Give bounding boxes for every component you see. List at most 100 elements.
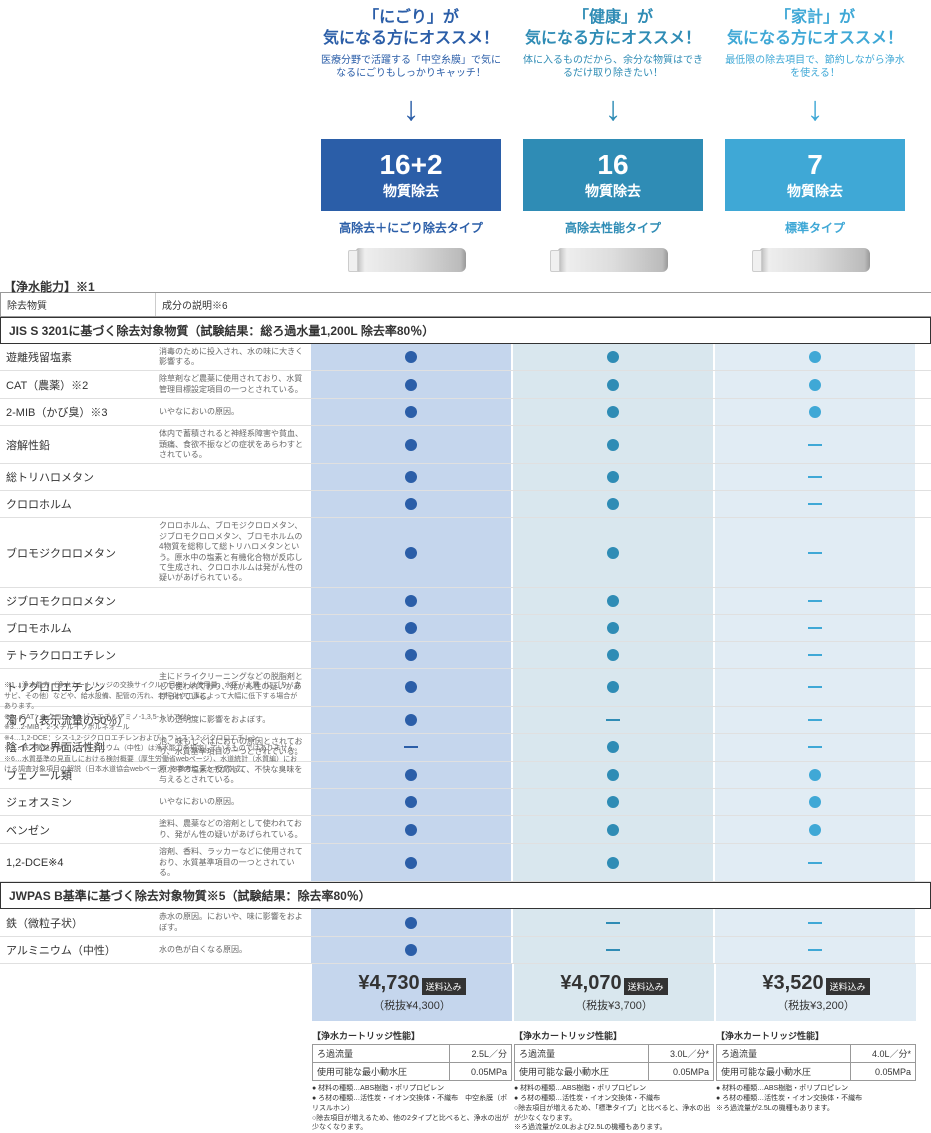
table-cell xyxy=(311,707,511,733)
table-cell xyxy=(513,762,713,789)
table-row: ブロモホルム xyxy=(0,615,931,642)
dash-icon xyxy=(808,476,822,478)
spec-pressure-value: 0.05MPa xyxy=(850,1063,915,1081)
row-description xyxy=(155,588,310,614)
row-label: ジブロモクロロメタン xyxy=(0,588,155,614)
table-cell xyxy=(715,426,915,463)
price-cell-1: ¥4,070送料込み（税抜¥3,700） xyxy=(514,964,714,1021)
spec-column-1: 【浄水カートリッジ性能】 ろ過流量3.0L／分* 使用可能な最小動水圧0.05M… xyxy=(514,1029,714,1133)
dot-icon xyxy=(405,498,417,510)
table-cell xyxy=(513,371,713,398)
spec-title: 【浄水カートリッジ性能】 xyxy=(716,1029,916,1042)
price-subtitle: （税抜¥3,700） xyxy=(518,997,710,1013)
price: ¥4,730 xyxy=(358,972,419,994)
table-cell xyxy=(311,816,511,843)
price-tag: 送料込み xyxy=(422,978,466,995)
header-subtitle: 医療分野で活躍する「中空糸膜」で気になるにごりもしっかりキャッチ！ xyxy=(321,54,501,80)
header-row: 「にごり」が気になる方にオススメ！ 医療分野で活躍する「中空糸膜」で気になるにご… xyxy=(0,0,931,288)
dash-icon xyxy=(606,719,620,721)
badge-number: 16+2 xyxy=(321,149,501,181)
cartridge-image xyxy=(558,248,668,272)
table-row: 1,2-DCE※4溶剤、香料、ラッカーなどに使用されており、水質基準項目の一つと… xyxy=(0,844,931,882)
dot-icon xyxy=(405,379,417,391)
dash-icon xyxy=(808,654,822,656)
table-cell xyxy=(715,642,915,668)
dot-icon xyxy=(607,547,619,559)
footnote: ※2…CAT：2-クロロ-4,6-ビスエチルアミノ-1,3,5-トリアジン xyxy=(4,713,304,724)
dot-icon xyxy=(607,351,619,363)
row-label: 遊離残留塩素 xyxy=(0,344,155,371)
table-cell xyxy=(513,816,713,843)
table-cell xyxy=(513,669,713,706)
spec-note: ● 材料の種類…ABS樹脂・ポリプロピレン xyxy=(514,1084,714,1094)
table-cell xyxy=(311,844,511,881)
badge-text: 物質除去 xyxy=(383,183,439,199)
row-description: 水の色が白くなる原因。 xyxy=(155,937,310,963)
table-cell xyxy=(715,789,915,815)
header-title: 「健康」が気になる方にオススメ！ xyxy=(523,8,703,50)
table-row: ジェオスミンいやなにおいの原因。 xyxy=(0,789,931,816)
table-cell xyxy=(311,344,511,371)
table-cell xyxy=(311,615,511,641)
spec-note: ※ろ過流量が2.5Lの機種もあります。 xyxy=(716,1104,916,1114)
dot-icon xyxy=(607,498,619,510)
table-cell xyxy=(715,762,915,789)
row-description: 赤水の原因。においや、味に影響をおよぼす。 xyxy=(155,909,310,936)
dot-icon xyxy=(405,917,417,929)
row-label: ベンゼン xyxy=(0,816,155,843)
table-cell xyxy=(311,789,511,815)
dot-icon xyxy=(607,741,619,753)
dot-icon xyxy=(607,769,619,781)
table-row: テトラクロロエチレン xyxy=(0,642,931,669)
spec-notes: ● 材料の種類…ABS樹脂・ポリプロピレン● ろ材の種類…活性炭・イオン交換体・… xyxy=(312,1084,512,1133)
table-row: 遊離残留塩素消毒のために投入され、水の味に大きく影響する。 xyxy=(0,344,931,372)
badge: 16 物質除去 xyxy=(523,139,703,211)
dash-icon xyxy=(404,746,418,748)
price-subtitle: （税抜¥4,300） xyxy=(316,997,508,1013)
dot-icon xyxy=(607,824,619,836)
spec-flow-value: 3.0L／分* xyxy=(648,1045,713,1063)
dot-icon xyxy=(607,857,619,869)
header-title: 「にごり」が気になる方にオススメ！ xyxy=(321,8,501,50)
arrow-down-icon: ↓ xyxy=(321,90,501,129)
spec-pressure-label: 使用可能な最小動水圧 xyxy=(313,1063,450,1081)
table-cell xyxy=(513,707,713,733)
dash-icon xyxy=(808,719,822,721)
table-row: クロロホルム xyxy=(0,491,931,518)
table-cell xyxy=(513,615,713,641)
price-cell-0: ¥4,730送料込み （税抜¥4,300） xyxy=(312,964,512,1021)
table-cell xyxy=(715,518,915,586)
cartridge-image xyxy=(760,248,870,272)
dot-icon xyxy=(405,547,417,559)
footnote: ※3…2-MIB：2-メチルイソボルネオール xyxy=(4,723,304,734)
spec-note: ● ろ材の種類…活性炭・イオン交換体・不織布 xyxy=(514,1094,714,1104)
spec-flow-label: ろ過流量 xyxy=(515,1045,649,1063)
column-header-0: 「にごり」が気になる方にオススメ！ 医療分野で活躍する「中空糸膜」で気になるにご… xyxy=(311,0,511,288)
row-label: CAT（農薬）※2 xyxy=(0,371,155,398)
dot-icon xyxy=(405,649,417,661)
footnote: ※6…水質基準の見直しにおける検討概要（厚生労働省webページ）、水道統計（水質… xyxy=(4,755,304,776)
footnote: ※4…1,2-DCE：シス-1,2-ジクロロエチレンおよびトランス-1,2-ジク… xyxy=(4,734,304,745)
spec-pressure-label: 使用可能な最小動水圧 xyxy=(717,1063,851,1081)
row-description: 消毒のために投入され、水の味に大きく影響する。 xyxy=(155,344,310,371)
spec-table: ろ過流量4.0L／分* 使用可能な最小動水圧0.05MPa xyxy=(716,1044,916,1081)
table-cell xyxy=(513,518,713,586)
row-label: ブロモホルム xyxy=(0,615,155,641)
table-area: 【浄水能力】※1 除去物質 成分の説明※6 JIS S 3201に基づく除去対象… xyxy=(0,292,931,965)
table-cell xyxy=(311,491,511,517)
badge-number: 7 xyxy=(725,149,905,181)
row-description xyxy=(155,464,310,490)
table-cell xyxy=(311,909,511,936)
spec-table: ろ過流量2.5L／分 使用可能な最小動水圧0.05MPa xyxy=(312,1044,512,1081)
table-row: ブロモジクロロメタンクロロホルム、ブロモジクロロメタン、ジブロモクロロメタン、ブ… xyxy=(0,518,931,587)
table-cell xyxy=(311,734,511,761)
header-subtitle: 体に入るものだから、余分な物質はできるだけ取り除きたい！ xyxy=(523,54,703,80)
badge: 7 物質除去 xyxy=(725,139,905,211)
spec-flow-label: ろ過流量 xyxy=(313,1045,450,1063)
dot-icon xyxy=(607,595,619,607)
dash-icon xyxy=(808,686,822,688)
row-description: 除草剤など農薬に使用されており、水質管理目標設定項目の一つとされている。 xyxy=(155,371,310,398)
dash-icon xyxy=(808,503,822,505)
type-label: 高除去性能タイプ xyxy=(523,219,703,236)
row-label: ジェオスミン xyxy=(0,789,155,815)
